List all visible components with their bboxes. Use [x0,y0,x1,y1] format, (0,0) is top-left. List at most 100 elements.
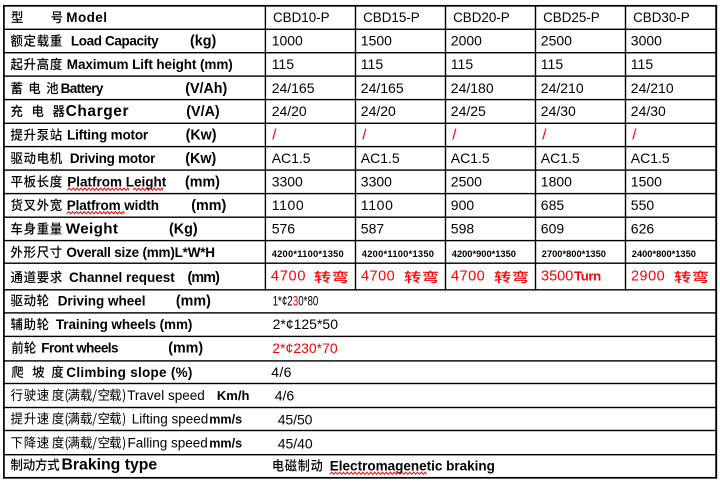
svg-text:24/20: 24/20 [272,103,307,119]
svg-text:Overall size (mm)L*W*H: Overall size (mm)L*W*H [66,245,214,260]
svg-text:587: 587 [361,221,385,237]
svg-text:Climbing slope (%): Climbing slope (%) [66,365,192,380]
svg-text:(mm): (mm) [176,293,211,309]
svg-text:4200*1100*1350: 4200*1100*1350 [362,249,434,259]
svg-text:Driving wheel: Driving wheel [58,293,146,308]
svg-text:(Kw): (Kw) [185,151,216,167]
svg-text:115: 115 [272,56,295,72]
svg-text:CBD30-P: CBD30-P [633,10,690,25]
svg-text:24/25: 24/25 [451,103,486,119]
svg-text:1000: 1000 [272,33,303,49]
svg-text:24/30: 24/30 [541,103,576,119]
svg-text:AC1.5: AC1.5 [541,150,580,166]
svg-text:115: 115 [541,56,564,72]
svg-text:Weight: Weight [66,221,119,238]
svg-text:4200*1100*1350: 4200*1100*1350 [272,249,344,259]
svg-text:(V/A): (V/A) [186,104,220,120]
svg-text:1100: 1100 [272,197,305,213]
svg-text:(mm): (mm) [188,270,221,286]
svg-text:1500: 1500 [361,33,392,49]
svg-text:24/210: 24/210 [541,80,584,96]
svg-text:/: / [542,127,547,144]
svg-text:Braking type: Braking type [62,457,158,474]
svg-text:(Kw): (Kw) [186,128,217,144]
svg-text:AC1.5: AC1.5 [272,150,311,166]
svg-text:24/210: 24/210 [631,80,674,96]
svg-text:Channel request: Channel request [69,270,175,285]
svg-text:Travel speed: Travel speed [127,388,205,403]
svg-text:CBD25-P: CBD25-P [543,10,600,25]
svg-text:Lifting motor: Lifting motor [67,128,149,143]
svg-text:4700: 4700 [271,268,306,284]
svg-text:(mm): (mm) [185,175,220,191]
svg-text:900: 900 [451,197,475,213]
svg-text:(Kg): (Kg) [169,222,198,238]
svg-text:Turn: Turn [574,268,601,283]
svg-text:1800: 1800 [541,174,572,190]
svg-text:AC1.5: AC1.5 [361,150,400,166]
svg-text:609: 609 [541,221,565,237]
svg-text:Charger: Charger [66,103,130,120]
svg-text:2500: 2500 [451,174,482,190]
svg-text:Battery: Battery [61,81,104,96]
svg-text:685: 685 [541,197,565,213]
svg-text:45/50: 45/50 [278,412,313,428]
svg-text:CBD15-P: CBD15-P [363,10,420,25]
svg-text:/: / [632,127,637,144]
svg-text:AC1.5: AC1.5 [631,150,670,166]
svg-text:2*¢125*50: 2*¢125*50 [273,316,339,332]
svg-text:3000: 3000 [631,33,662,49]
svg-text:4700: 4700 [361,268,395,284]
svg-text:2000: 2000 [451,33,482,49]
svg-text:576: 576 [272,221,296,237]
svg-text:550: 550 [631,197,655,213]
svg-text:Electromagenetic braking: Electromagenetic braking [330,459,495,474]
svg-text:24/165: 24/165 [361,80,404,96]
svg-text:115: 115 [451,56,474,72]
svg-text:4700: 4700 [451,268,485,284]
svg-text:45/40: 45/40 [278,436,313,452]
svg-text:Falling speed: Falling speed [128,436,208,451]
svg-text:2500: 2500 [541,33,572,49]
svg-text:(V/Ah): (V/Ah) [185,81,227,97]
svg-text:626: 626 [631,221,655,237]
svg-text:/: / [362,127,367,144]
svg-text:Platfrom Leight: Platfrom Leight [67,175,167,190]
svg-text:Driving motor: Driving motor [70,151,156,166]
svg-text:CBD10-P: CBD10-P [273,10,330,25]
svg-text:Platfrom width: Platfrom width [67,198,159,213]
svg-text:Load Capacity: Load Capacity [71,34,159,49]
svg-text:598: 598 [451,221,475,237]
svg-text:115: 115 [361,56,384,72]
svg-text:3500: 3500 [541,268,573,284]
svg-text:/: / [272,127,277,144]
svg-text:24/20: 24/20 [361,103,396,119]
svg-text:4200*900*1350: 4200*900*1350 [452,249,516,259]
svg-text:24/30: 24/30 [631,103,666,119]
svg-text:Lifting speed: Lifting speed [132,411,209,426]
svg-text:2900: 2900 [631,268,665,284]
svg-text:AC1.5: AC1.5 [451,150,490,166]
svg-text:(mm): (mm) [191,198,226,214]
svg-text:Km/h: Km/h [217,388,250,403]
svg-text:2400*800*1350: 2400*800*1350 [632,249,696,259]
svg-text:Maximum Lift height (mm): Maximum Lift height (mm) [67,57,233,72]
svg-text:mm/s: mm/s [209,412,242,426]
svg-text:115: 115 [631,56,654,72]
svg-text:/: / [452,127,457,144]
svg-text:3300: 3300 [361,174,392,190]
svg-text:1*¢230*80: 1*¢230*80 [273,293,319,309]
svg-text:CBD20-P: CBD20-P [453,10,510,25]
svg-text:24/180: 24/180 [451,80,494,96]
svg-text:Model: Model [66,10,107,25]
svg-text:4/6: 4/6 [271,364,291,380]
svg-text:3300: 3300 [272,174,303,190]
svg-text:Front wheels: Front wheels [41,341,118,356]
svg-text:4/6: 4/6 [275,387,295,403]
svg-text:(mm): (mm) [168,341,203,357]
svg-text:Training wheels (mm): Training wheels (mm) [56,317,192,332]
svg-text:1500: 1500 [631,174,662,190]
svg-text:1100: 1100 [361,197,394,213]
svg-text:(kg): (kg) [190,34,216,50]
svg-text:2700*800*1350: 2700*800*1350 [542,249,606,259]
